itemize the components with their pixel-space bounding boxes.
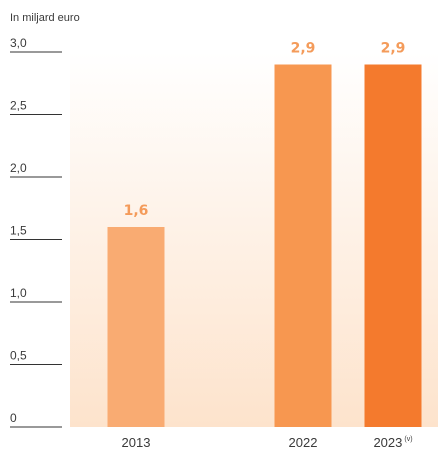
y-tick-label: 2,5	[10, 99, 27, 113]
data-label-2022: 2,9	[291, 41, 316, 57]
data-label-2013: 1,6	[124, 203, 149, 219]
bar-2023	[364, 64, 422, 427]
x-tick-label-2013: 2013	[122, 435, 151, 449]
bars	[107, 64, 422, 427]
y-tick-label: 2,0	[10, 161, 27, 175]
y-tick-label: 1,5	[10, 224, 27, 238]
data-label-2023: 2,9	[381, 41, 406, 57]
y-axis: 3,0 2,5 2,0 1,5 1,0 0,5 0	[10, 36, 62, 428]
bar-2022	[274, 64, 332, 427]
y-tick-label: 0	[10, 411, 17, 425]
y-tick-label: 1,0	[10, 286, 27, 300]
x-tick-superscript: (v)	[404, 436, 412, 443]
y-tick-label: 3,0	[10, 36, 27, 50]
y-axis-title: In miljard euro	[10, 12, 80, 24]
x-tick-label-2022: 2022	[289, 435, 318, 449]
y-tick-label: 0,5	[10, 349, 27, 363]
data-labels: 1,6 2,9 2,9	[124, 41, 406, 220]
bar-2013	[107, 227, 165, 427]
x-tick-label-2023: 2023 (v)	[373, 435, 412, 449]
x-axis: 2013 2022 2023 (v)	[122, 435, 413, 449]
